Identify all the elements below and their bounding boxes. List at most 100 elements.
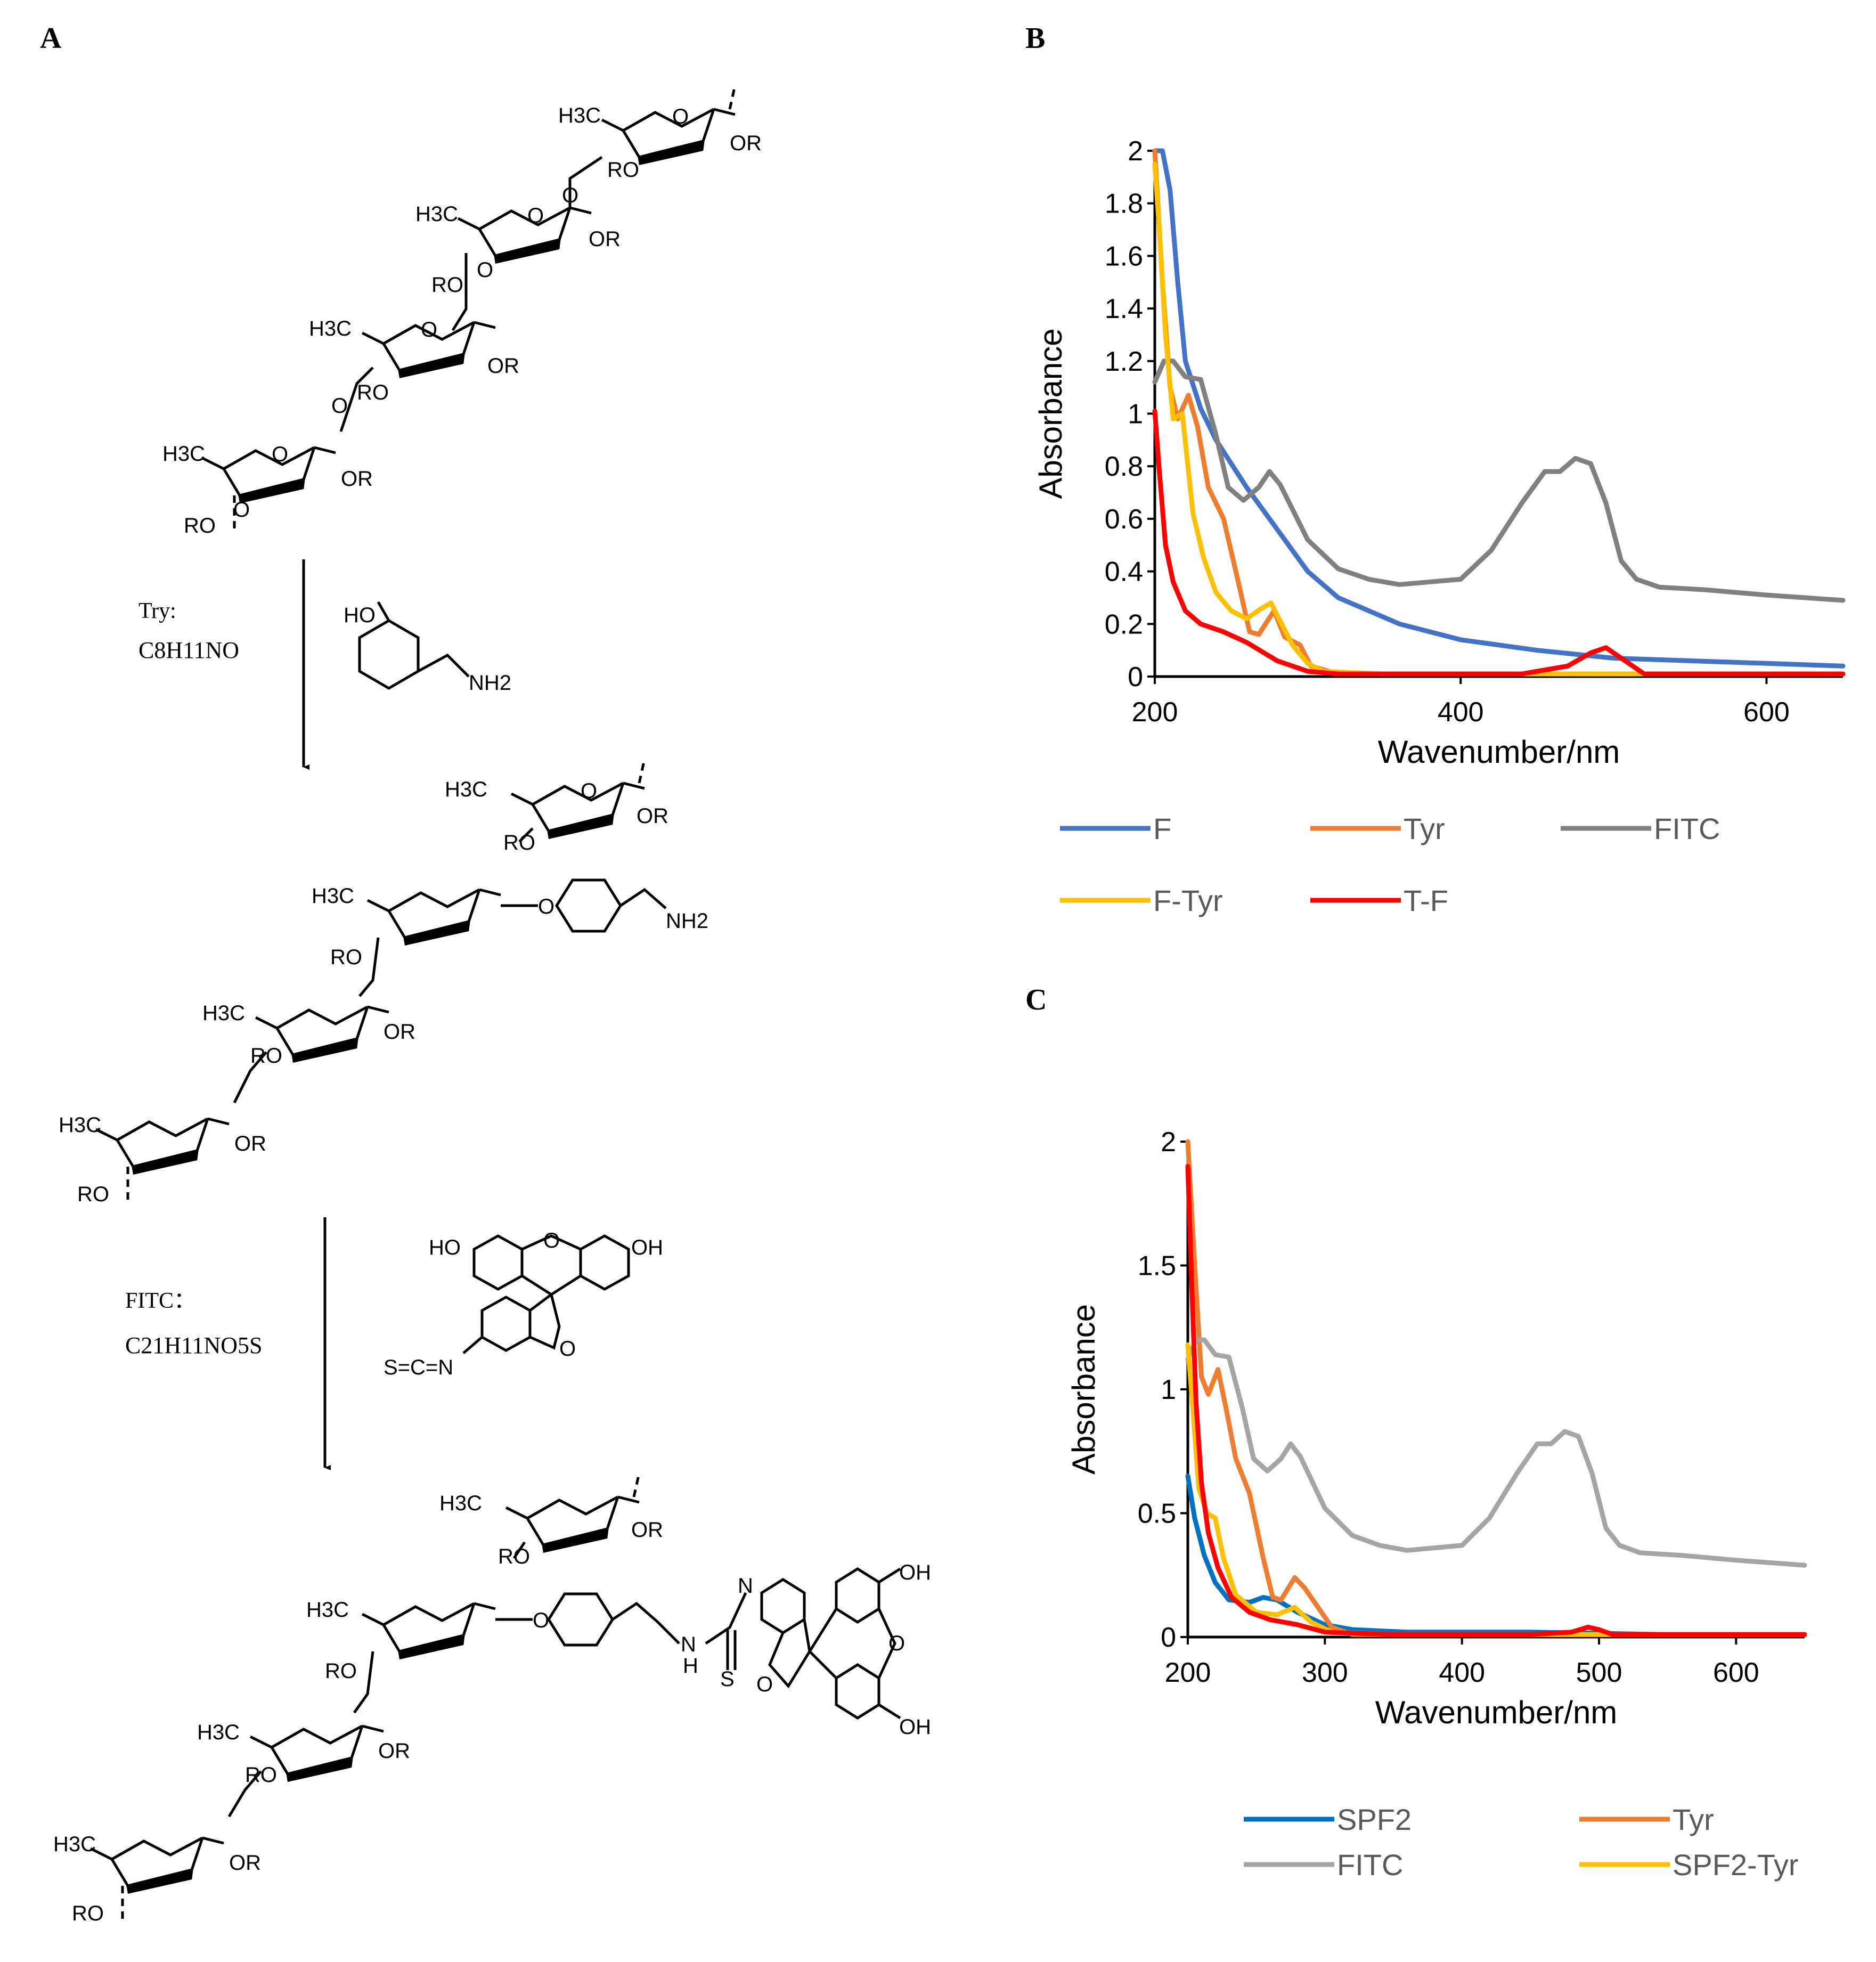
thiourea-n-label-2: N: [738, 1574, 753, 1598]
x-tick-label: 300: [1302, 1657, 1348, 1688]
x-tick-label: 600: [1713, 1657, 1759, 1688]
series-line-spf2-tyr: [1185, 1342, 1807, 1637]
series-line-tyr: [1185, 1139, 1807, 1637]
link-o-label: O: [538, 895, 554, 918]
or-label: OR: [730, 132, 762, 155]
ch3-label: H3C: [312, 884, 354, 908]
y-tick-label: 0.2: [1105, 609, 1143, 640]
x-tick-label: 400: [1439, 1657, 1485, 1688]
or-label: OR: [637, 804, 668, 828]
step2-reagent-name: FITC：: [125, 1289, 196, 1313]
fitc-ho-label: HO: [429, 1236, 461, 1259]
y-tick-label: 0: [1128, 662, 1143, 693]
step2-formula: C21H11NO5S: [125, 1332, 263, 1358]
fitc-scn-label: S=C=N: [384, 1356, 453, 1379]
y-axis-title: Absorbance: [1066, 1304, 1102, 1475]
y-tick-label: 0: [1161, 1622, 1176, 1653]
panel-label-a: A: [40, 22, 62, 55]
fitc-ring-o-label: O: [543, 1229, 560, 1252]
ring-o-label: O: [672, 105, 689, 128]
ch3-label: H3C: [445, 778, 487, 801]
ro-label: RO: [250, 1044, 282, 1068]
lactone-o-label: O: [756, 1673, 773, 1696]
ro-label: RO: [503, 831, 535, 854]
ch3-label: H3C: [202, 1002, 245, 1025]
y-tick-label: 1: [1161, 1374, 1176, 1405]
ch3-label: H3C: [197, 1721, 240, 1744]
ro-label: RO: [330, 946, 362, 969]
thiourea-h-label: H: [683, 1654, 698, 1678]
ch3-label: H3C: [309, 317, 352, 340]
x-axis-title: Wavenumber/nm: [1375, 1695, 1618, 1730]
link-o-label: O: [477, 258, 493, 282]
x-tick-label: 500: [1576, 1657, 1622, 1688]
nh2-label: NH2: [666, 909, 708, 933]
xanthene-o-label: O: [888, 1632, 905, 1655]
or-label: OR: [631, 1518, 663, 1542]
oh-label: OH: [899, 1715, 931, 1739]
series-line-f: [1152, 148, 1846, 669]
or-label: OR: [234, 1132, 266, 1155]
x-tick-label: 400: [1438, 697, 1484, 728]
y-tick-label: 1.4: [1105, 294, 1143, 324]
legend-label: Tyr: [1404, 812, 1445, 845]
y-tick-label: 0.4: [1105, 557, 1143, 588]
y-tick-label: 1.6: [1105, 241, 1143, 272]
ch3-label: H3C: [415, 202, 458, 226]
ro-label: RO: [77, 1183, 109, 1206]
legend-label: SPF2-Tyr: [1673, 1848, 1798, 1882]
x-axis-title: Wavenumber/nm: [1378, 734, 1620, 770]
y-tick-label: 0.6: [1105, 504, 1143, 535]
legend-label: T-F: [1404, 884, 1448, 917]
structure-fucoidan: [202, 85, 735, 533]
y-tick-label: 2: [1161, 1127, 1176, 1158]
series-line-f-tyr: [1152, 161, 1846, 677]
y-tick-label: 1: [1128, 399, 1143, 430]
ch3-label: H3C: [162, 442, 205, 466]
y-tick-label: 0.8: [1105, 451, 1143, 482]
legend-label: F: [1153, 812, 1171, 845]
link-o-label: O: [331, 394, 348, 418]
series-line-t-f: [1152, 409, 1846, 677]
structure-fitc: [462, 1234, 630, 1354]
x-tick-label: 200: [1132, 697, 1178, 728]
tyr-ho-label: HO: [344, 604, 376, 627]
step1-formula: C8H11NO: [138, 637, 239, 663]
series-line-tyr: [1152, 148, 1846, 677]
or-label: OR: [229, 1851, 261, 1875]
ro-label: RO: [607, 158, 639, 182]
x-tick-label: 600: [1743, 697, 1790, 728]
ring-o-label: O: [421, 318, 437, 341]
structure-fucoidan-tyramine-fitc: [91, 1472, 901, 1923]
or-label: OR: [384, 1020, 415, 1044]
legend-label: FITC: [1654, 812, 1720, 845]
y-tick-label: 2: [1128, 136, 1143, 167]
or-label: OR: [589, 227, 621, 251]
x-tick-label: 200: [1165, 1657, 1211, 1688]
panel-label-b: B: [1025, 22, 1045, 55]
step1-reagent-name: Try:: [138, 599, 176, 623]
series-line-fitc: [1152, 359, 1846, 603]
legend-label: FITC: [1337, 1848, 1403, 1882]
series-line-fitc: [1185, 1337, 1807, 1568]
oh-label: OH: [899, 1561, 931, 1584]
fitc-oh-label: OH: [631, 1236, 663, 1259]
legend-label: SPF2: [1337, 1803, 1412, 1836]
ro-label: RO: [325, 1659, 357, 1683]
y-axis-title: Absorbance: [1033, 328, 1068, 499]
ch3-label: H3C: [439, 1492, 482, 1515]
link-o-label: O: [562, 184, 578, 207]
tyr-nh2-label: NH2: [469, 671, 511, 695]
thiourea-s-label: S: [720, 1667, 735, 1691]
link-o-label: O: [233, 498, 250, 522]
or-label: OR: [378, 1739, 410, 1763]
ch3-label: H3C: [53, 1833, 96, 1856]
ch3-label: H3C: [306, 1598, 349, 1622]
ro-label: RO: [498, 1545, 530, 1568]
chart-b: 0 0.2 0.4 0.6 0.8 1 1.2 1.4 1.6 1.8 2 200 400 600 Wave…: [1033, 136, 1846, 917]
fitc-carbonyl-o-label: O: [559, 1337, 576, 1361]
reaction-scheme: H3C O OR RO O H3C O OR RO O H3C O OR RO …: [53, 85, 931, 1925]
structure-tyramine: [358, 601, 470, 690]
ring-o-label: O: [272, 443, 288, 466]
